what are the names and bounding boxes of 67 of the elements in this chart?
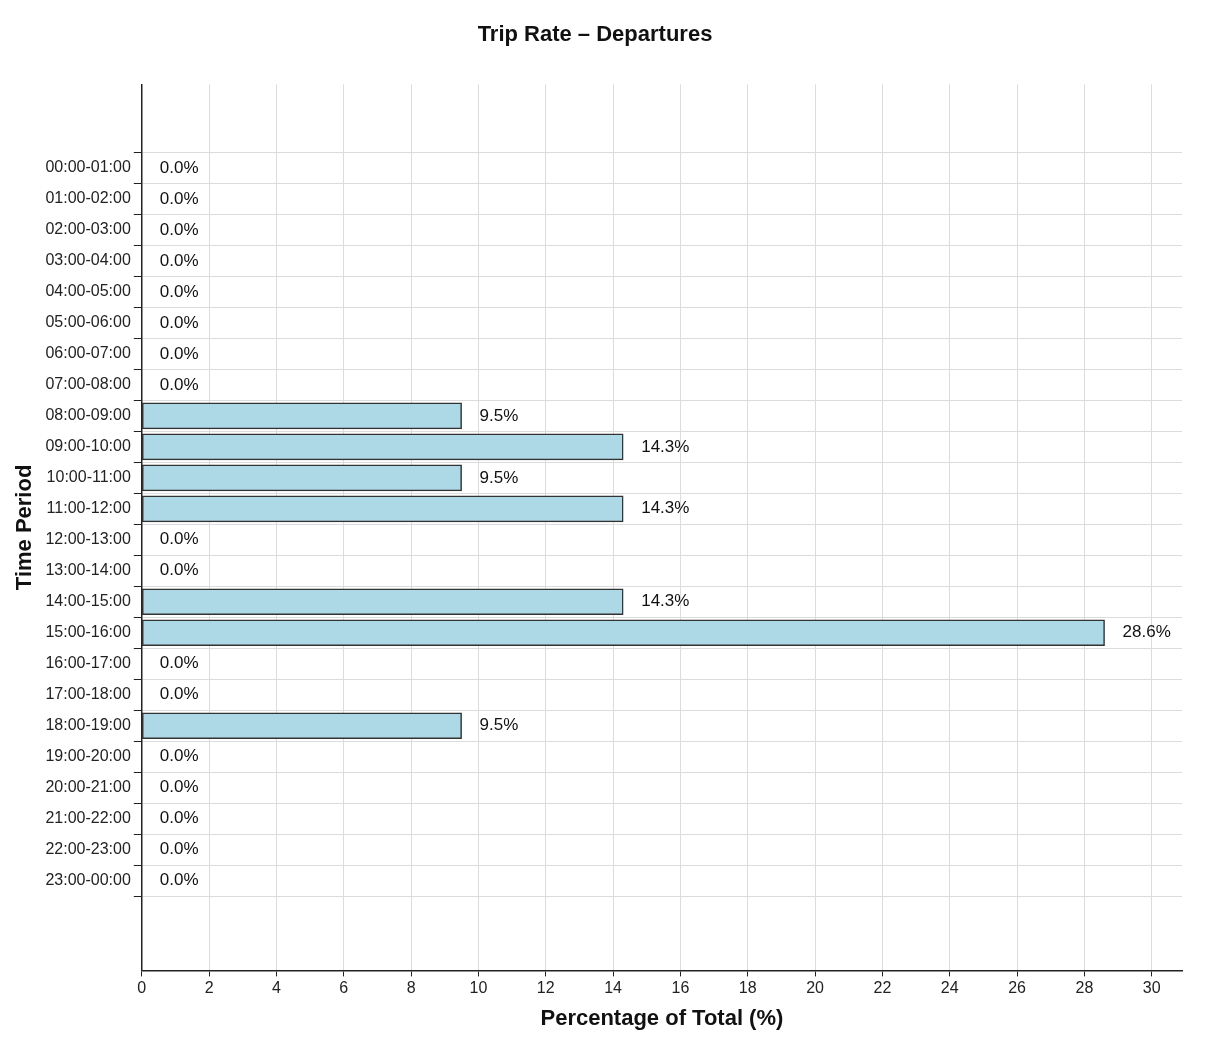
y-tick-label: 02:00-03:00 <box>45 220 131 238</box>
x-tick-label: 8 <box>406 979 416 997</box>
y-tick-label: 18:00-19:00 <box>45 716 131 734</box>
x-tick-label: 30 <box>1142 979 1161 997</box>
x-tick-label: 18 <box>738 979 757 997</box>
y-tick-label: 16:00-17:00 <box>45 654 131 672</box>
y-tick-label: 03:00-04:00 <box>45 251 131 269</box>
data-label: 0.0% <box>159 684 199 704</box>
data-label: 9.5% <box>479 715 519 735</box>
data-label: 0.0% <box>159 219 199 239</box>
data-label: 0.0% <box>159 529 199 549</box>
y-tick-label: 10:00-11:00 <box>46 468 131 486</box>
data-label: 9.5% <box>479 405 519 425</box>
y-tick-label: 19:00-20:00 <box>45 747 131 765</box>
data-label: 0.0% <box>159 839 199 859</box>
x-tick-label: 20 <box>806 979 825 997</box>
x-tick-label: 26 <box>1008 979 1027 997</box>
data-label: 0.0% <box>159 374 199 394</box>
y-tick-label: 05:00-06:00 <box>45 313 131 331</box>
data-label: 0.0% <box>159 281 199 301</box>
y-tick-label: 08:00-09:00 <box>45 406 131 424</box>
data-label: 0.0% <box>159 250 199 270</box>
x-tick-label: 4 <box>272 979 282 997</box>
data-label: 0.0% <box>159 808 199 828</box>
data-label: 0.0% <box>159 746 199 766</box>
x-tick-label: 0 <box>137 979 147 997</box>
data-label: 0.0% <box>159 157 199 177</box>
x-tick-label: 14 <box>604 979 623 997</box>
data-label: 28.6% <box>1122 622 1171 642</box>
data-label: 0.0% <box>159 653 199 673</box>
y-tick-label: 11:00-12:00 <box>46 499 131 517</box>
y-axis-title: Time Period <box>11 464 37 591</box>
x-axis-title: Percentage of Total (%) <box>540 1004 784 1030</box>
y-tick-label: 01:00-02:00 <box>45 189 131 207</box>
y-tick-label: 21:00-22:00 <box>45 809 131 827</box>
x-tick-label: 16 <box>671 979 690 997</box>
chart-title: Trip Rate – Departures <box>477 21 713 47</box>
data-label: 0.0% <box>159 343 199 363</box>
data-label: 14.3% <box>641 591 690 611</box>
y-tick-label: 07:00-08:00 <box>45 375 131 393</box>
x-tick-label: 22 <box>873 979 892 997</box>
y-tick-label: 12:00-13:00 <box>45 530 131 548</box>
y-tick-label: 23:00-00:00 <box>45 871 131 889</box>
y-tick-label: 04:00-05:00 <box>45 282 131 300</box>
y-tick-label: 13:00-14:00 <box>45 561 131 579</box>
y-tick-label: 15:00-16:00 <box>45 623 131 641</box>
data-label: 0.0% <box>159 560 199 580</box>
x-tick-label: 12 <box>536 979 555 997</box>
y-tick-label: 17:00-18:00 <box>45 685 131 703</box>
x-tick-label: 10 <box>469 979 488 997</box>
data-label: 0.0% <box>159 188 199 208</box>
data-label: 14.3% <box>641 436 690 456</box>
y-tick-label: 20:00-21:00 <box>45 778 131 796</box>
data-label: 9.5% <box>479 467 519 487</box>
y-tick-label: 22:00-23:00 <box>45 840 131 858</box>
data-label: 0.0% <box>159 312 199 332</box>
data-label: 0.0% <box>159 870 199 890</box>
x-tick-label: 24 <box>940 979 959 997</box>
data-label: 14.3% <box>641 498 690 518</box>
x-tick-label: 2 <box>204 979 214 997</box>
y-tick-label: 00:00-01:00 <box>45 158 131 176</box>
y-tick-label: 06:00-07:00 <box>45 344 131 362</box>
x-tick-label: 28 <box>1075 979 1094 997</box>
data-label: 0.0% <box>159 777 199 797</box>
y-tick-label: 14:00-15:00 <box>45 592 131 610</box>
y-tick-label: 09:00-10:00 <box>45 437 131 455</box>
x-tick-label: 6 <box>339 979 349 997</box>
